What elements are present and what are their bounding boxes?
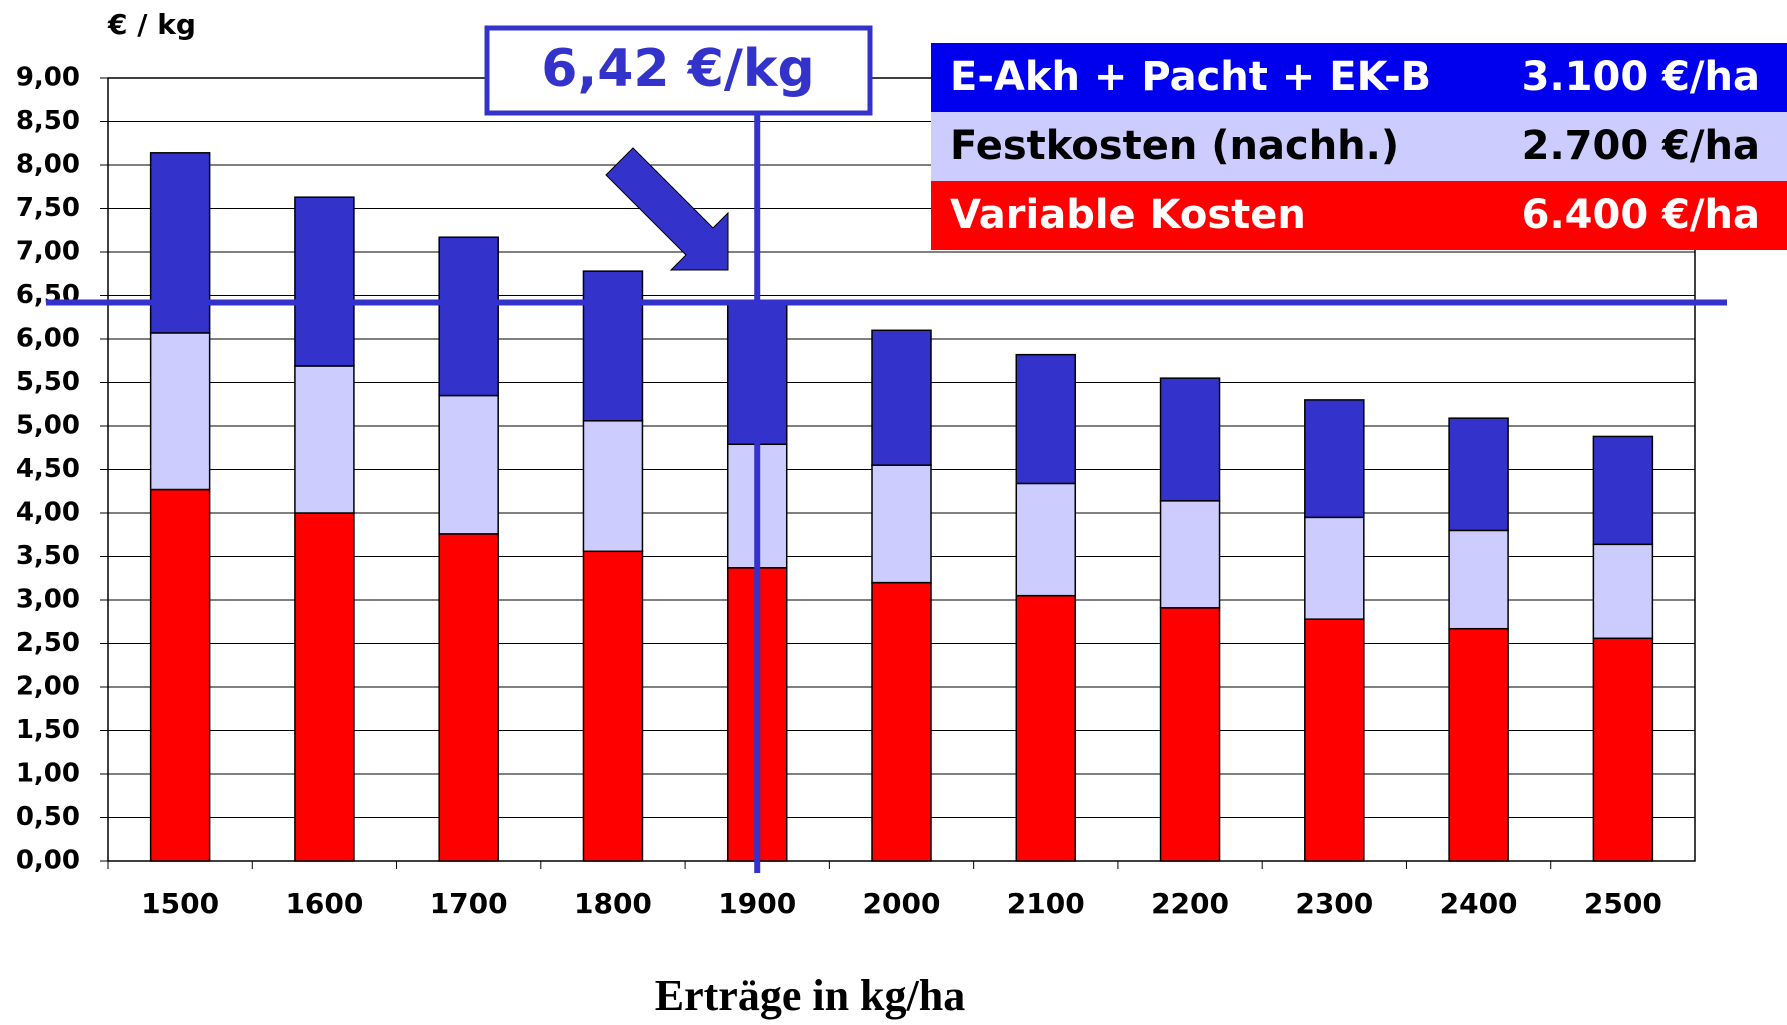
legend-swatch bbox=[931, 43, 1787, 112]
bar-segment bbox=[871, 329, 932, 466]
bar-segment bbox=[438, 236, 499, 397]
y-tick-label: 4,50 bbox=[16, 454, 80, 484]
bar-segment bbox=[1159, 500, 1221, 609]
x-tick-label: 2400 bbox=[1440, 887, 1518, 920]
x-axis-label: Erträge in kg/ha bbox=[655, 971, 965, 1020]
bar-segment bbox=[871, 464, 932, 584]
y-tick-label: 2,50 bbox=[16, 628, 80, 658]
bar-segment bbox=[1592, 435, 1654, 546]
y-tick-label: 2,00 bbox=[16, 672, 80, 702]
bar-segment bbox=[1592, 543, 1654, 640]
y-tick-label: 6,00 bbox=[16, 324, 80, 354]
y-tick-label: 3,50 bbox=[16, 541, 80, 571]
y-tick-label: 1,00 bbox=[16, 759, 80, 789]
legend-swatch bbox=[931, 112, 1787, 181]
y-tick-label: 8,50 bbox=[16, 106, 80, 136]
bar-segment bbox=[294, 512, 355, 862]
bar-segment bbox=[1159, 377, 1221, 502]
bar-segment bbox=[438, 533, 499, 862]
bar-segment bbox=[1304, 399, 1365, 519]
bar-segment bbox=[294, 365, 355, 514]
bar-segment bbox=[871, 581, 932, 862]
x-tick-label: 2500 bbox=[1584, 887, 1662, 920]
bar-segment bbox=[1015, 353, 1077, 485]
annotation-box bbox=[484, 25, 873, 116]
y-tick-label: 1,50 bbox=[16, 715, 80, 745]
bar-segment bbox=[1159, 607, 1221, 862]
y-tick-label: 8,00 bbox=[16, 150, 80, 180]
annotation-label: 6,42 €/kg bbox=[541, 39, 814, 99]
y-tick-label: 0,50 bbox=[16, 802, 80, 832]
arrow bbox=[605, 147, 729, 271]
y-tick-label: 5,00 bbox=[16, 411, 80, 441]
x-tick-label: 2100 bbox=[1007, 887, 1085, 920]
bar-segment bbox=[1015, 482, 1077, 597]
legend-label: Variable Kosten bbox=[950, 192, 1306, 238]
legend-cost: 2.700 €/ha bbox=[1522, 123, 1760, 169]
bar-segment bbox=[1448, 417, 1509, 532]
y-tick-label: 9,00 bbox=[16, 63, 80, 93]
y-axis-label: € / kg bbox=[107, 8, 196, 41]
bar-segment bbox=[438, 394, 499, 535]
y-tick-label: 0,00 bbox=[16, 846, 80, 876]
x-tick-label: 2000 bbox=[863, 887, 941, 920]
legend-label: Festkosten (nachh.) bbox=[950, 123, 1399, 169]
bar-segment bbox=[582, 270, 644, 422]
y-tick-label: 3,00 bbox=[16, 585, 80, 615]
x-tick-label: 2200 bbox=[1151, 887, 1229, 920]
x-tick-label: 1800 bbox=[574, 887, 652, 920]
legend-cost: 6.400 €/ha bbox=[1522, 192, 1760, 238]
bar-segment bbox=[1015, 594, 1077, 862]
legend-label: E-Akh + Pacht + EK-B bbox=[950, 54, 1431, 100]
x-tick-label: 1600 bbox=[285, 887, 363, 920]
bar-segment bbox=[582, 420, 644, 553]
bar-segment bbox=[582, 550, 644, 862]
y-tick-label: 4,00 bbox=[16, 498, 80, 528]
bar-segment bbox=[1448, 529, 1509, 630]
y-tick-label: 5,50 bbox=[16, 367, 80, 397]
legend-cost: 3.100 €/ha bbox=[1522, 54, 1760, 100]
x-tick-label: 2300 bbox=[1295, 887, 1373, 920]
bar-segment bbox=[1304, 516, 1365, 620]
x-tick-label: 1900 bbox=[718, 887, 796, 920]
bar-segment bbox=[1448, 627, 1509, 862]
x-tick-label: 1500 bbox=[141, 887, 219, 920]
y-tick-label: 6,50 bbox=[16, 280, 80, 310]
legend-swatch bbox=[931, 181, 1787, 250]
bar-segment bbox=[149, 152, 211, 334]
bar-segment bbox=[294, 196, 355, 367]
y-tick-label: 7,00 bbox=[16, 237, 80, 267]
bar-segment bbox=[1592, 637, 1654, 862]
bar-segment bbox=[149, 332, 211, 491]
bar-segment bbox=[1304, 618, 1365, 862]
x-tick-label: 1700 bbox=[430, 887, 508, 920]
bar-segment bbox=[149, 488, 211, 862]
y-tick-label: 7,50 bbox=[16, 193, 80, 223]
